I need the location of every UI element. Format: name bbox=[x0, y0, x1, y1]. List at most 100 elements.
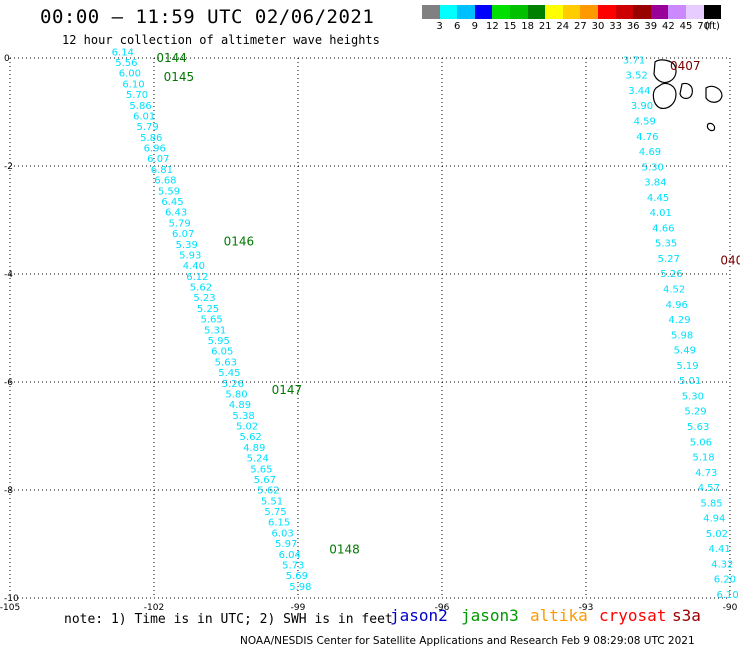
swh-value-label: 5.97 bbox=[275, 539, 297, 550]
swh-value-label: 6.01 bbox=[133, 111, 155, 122]
y-tick-label: -8 bbox=[4, 486, 13, 496]
swh-value-label: 5.27 bbox=[658, 254, 680, 265]
swh-value-label: 5.63 bbox=[687, 422, 709, 433]
legend-label: 42 bbox=[662, 21, 675, 32]
swh-value-label: 4.69 bbox=[639, 147, 661, 158]
x-tick-label: -99 bbox=[291, 603, 306, 613]
swh-value-label: 6.07 bbox=[147, 154, 169, 165]
swh-value-label: 6.05 bbox=[211, 347, 233, 358]
legend-swatch bbox=[492, 5, 510, 19]
legend-label: 27 bbox=[574, 21, 587, 32]
swh-value-label: 6.96 bbox=[144, 144, 166, 155]
time-label: 0146 bbox=[224, 235, 255, 249]
swh-value-label: 3.90 bbox=[631, 101, 653, 112]
swh-value-label: 4.66 bbox=[652, 223, 674, 234]
swh-value-label: 3.71 bbox=[623, 55, 645, 66]
swh-value-label: 5.30 bbox=[642, 162, 664, 173]
swh-value-label: 5.65 bbox=[200, 315, 222, 326]
footer-credit: NOAA/NESDIS Center for Satellite Applica… bbox=[240, 635, 695, 647]
swh-value-label: 5.23 bbox=[193, 293, 215, 304]
island-outline bbox=[706, 122, 716, 132]
x-tick-label: -96 bbox=[435, 603, 450, 613]
swh-value-label: 6.43 bbox=[165, 208, 187, 219]
swh-value-label: 6.03 bbox=[272, 528, 294, 539]
swh-value-label: 6.07 bbox=[172, 229, 194, 240]
swh-value-label: 5.38 bbox=[232, 411, 254, 422]
swh-value-label: 5.39 bbox=[176, 240, 198, 251]
legend-swatch bbox=[562, 5, 581, 19]
swh-value-label: 5.93 bbox=[179, 250, 201, 261]
legend-label: 39 bbox=[644, 21, 658, 32]
y-tick-label: -6 bbox=[4, 378, 13, 388]
swh-value-label: 5.79 bbox=[168, 218, 190, 229]
swh-value-label: 5.26 bbox=[660, 269, 682, 280]
island-outline bbox=[679, 82, 693, 100]
legend-swatch bbox=[668, 5, 686, 19]
swh-value-label: 4.45 bbox=[647, 193, 669, 204]
y-tick-label: -10 bbox=[4, 594, 19, 604]
legend-label: 18 bbox=[521, 21, 534, 32]
legend-swatch bbox=[615, 5, 634, 19]
swh-value-label: 5.62 bbox=[257, 486, 279, 497]
swh-value-label: 5.24 bbox=[247, 454, 269, 465]
swh-value-label: 5.70 bbox=[126, 90, 148, 101]
swh-value-label: 5.56 bbox=[115, 58, 137, 69]
legend-label: 33 bbox=[609, 21, 622, 32]
swh-value-label: 5.35 bbox=[655, 239, 677, 250]
swh-value-label: 5.18 bbox=[692, 453, 714, 464]
swh-value-label: 5.59 bbox=[158, 186, 180, 197]
swh-value-label: 5.01 bbox=[679, 376, 701, 387]
legend-label: 15 bbox=[503, 21, 517, 32]
x-tick-label: -93 bbox=[579, 603, 594, 613]
swh-value-label: 6.10 bbox=[122, 79, 144, 90]
swh-value-label: 5.65 bbox=[250, 464, 272, 475]
legend-label: 9 bbox=[471, 21, 478, 32]
legend-label: 36 bbox=[626, 21, 640, 32]
swh-value-label: 4.94 bbox=[703, 514, 725, 525]
legend-label: 70 bbox=[697, 21, 710, 32]
y-tick-label: -4 bbox=[4, 270, 13, 280]
swh-value-label: 5.75 bbox=[264, 507, 286, 518]
satellite-cryosat: cryosat bbox=[599, 606, 667, 625]
swh-value-label: 4.96 bbox=[666, 300, 688, 311]
swh-value-label: 5.29 bbox=[684, 407, 706, 418]
swh-value-label: 6.12 bbox=[186, 272, 208, 283]
swh-value-label: 5.45 bbox=[218, 368, 240, 379]
legend-label: 21 bbox=[538, 21, 552, 32]
time-label: 0145 bbox=[164, 70, 195, 84]
swh-value-label: 6.45 bbox=[161, 197, 183, 208]
figure-subtitle: 12 hour collection of altimeter wave hei… bbox=[62, 33, 380, 47]
legend-label: 12 bbox=[486, 21, 499, 32]
swh-value-label: 5.69 bbox=[286, 571, 308, 582]
swh-value-label: 5.62 bbox=[190, 283, 212, 294]
swh-value-label: 6.14 bbox=[112, 47, 134, 58]
satellite-s3a: s3a bbox=[672, 606, 701, 625]
swh-value-label: 5.73 bbox=[282, 561, 304, 572]
swh-value-label: 4.40 bbox=[183, 261, 205, 272]
swh-value-label: 5.19 bbox=[676, 361, 698, 372]
legend-swatch bbox=[457, 5, 475, 19]
satellite-jason2: jason2 bbox=[390, 606, 448, 625]
legend-swatch bbox=[527, 5, 546, 19]
swh-value-label: 3.44 bbox=[628, 86, 650, 97]
legend-swatch bbox=[545, 5, 563, 19]
swh-value-label: 5.51 bbox=[261, 496, 283, 507]
footer-note: note: 1) Time is in UTC; 2) SWH is in fe… bbox=[64, 612, 393, 627]
swh-value-label: 4.52 bbox=[663, 285, 685, 296]
legend-label: 6 bbox=[454, 21, 461, 32]
swh-value-label: 5.98 bbox=[289, 582, 311, 593]
legend-label: 30 bbox=[591, 21, 605, 32]
x-tick-label: -102 bbox=[144, 603, 164, 613]
swh-value-label: 5.79 bbox=[137, 122, 159, 133]
swh-value-label: 6.10 bbox=[716, 590, 738, 601]
time-label: 0408 bbox=[720, 254, 740, 268]
swh-value-label: 4.59 bbox=[634, 116, 656, 127]
swh-value-label: 4.89 bbox=[243, 443, 265, 454]
island-outline bbox=[705, 85, 723, 103]
legend-swatch bbox=[597, 5, 616, 19]
swh-value-label: 4.73 bbox=[695, 468, 717, 479]
color-legend bbox=[422, 5, 722, 19]
swh-value-label: 5.63 bbox=[215, 357, 237, 368]
x-tick-label: -105 bbox=[0, 603, 20, 613]
y-tick-label: -2 bbox=[4, 162, 13, 172]
